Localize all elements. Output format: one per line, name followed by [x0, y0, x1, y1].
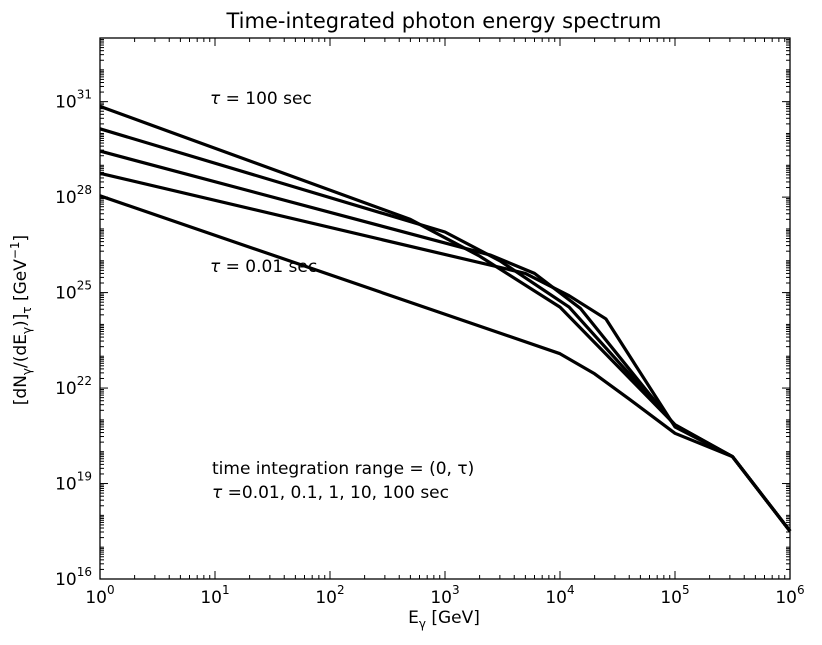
x-tick-label: 105	[660, 583, 689, 608]
annotation-tau-100: τ = 100 sec	[210, 89, 312, 109]
x-tick-label: 102	[315, 583, 344, 608]
x-tick-label: 106	[775, 583, 804, 608]
annotation-integration-range: time integration range = (0, τ)	[212, 459, 474, 479]
chart-title: Time-integrated photon energy spectrum	[225, 9, 661, 33]
y-tick-label: 1025	[55, 279, 92, 304]
x-tick-label: 103	[430, 583, 459, 608]
y-tick-label: 1019	[55, 470, 92, 495]
y-tick-label: 1031	[55, 88, 92, 113]
tick-marks	[99, 37, 791, 580]
series-line-5	[99, 194, 792, 533]
x-tick-labels: 100 101 102 103 104 105 106	[85, 583, 804, 608]
y-axis-label: [dNγ/(dEγ)]τ [GeV−1]	[8, 235, 34, 405]
x-tick-label: 101	[200, 583, 229, 608]
plot-area	[99, 37, 791, 580]
y-tick-label: 1022	[55, 374, 92, 399]
annotation-tau-values: τ =0.01, 0.1, 1, 10, 100 sec	[212, 483, 449, 503]
x-tick-label: 104	[545, 583, 574, 608]
x-tick-label: 100	[85, 583, 114, 608]
annotation-tau-001: τ = 0.01 sec	[210, 257, 317, 277]
y-tick-labels: 1016 1019 1022 1025 1028 1031	[55, 88, 92, 590]
x-axis-label: Eγ [GeV]	[408, 608, 480, 631]
y-tick-label: 1028	[55, 183, 92, 208]
y-tick-label: 1016	[55, 565, 92, 590]
series-layer	[99, 104, 792, 533]
